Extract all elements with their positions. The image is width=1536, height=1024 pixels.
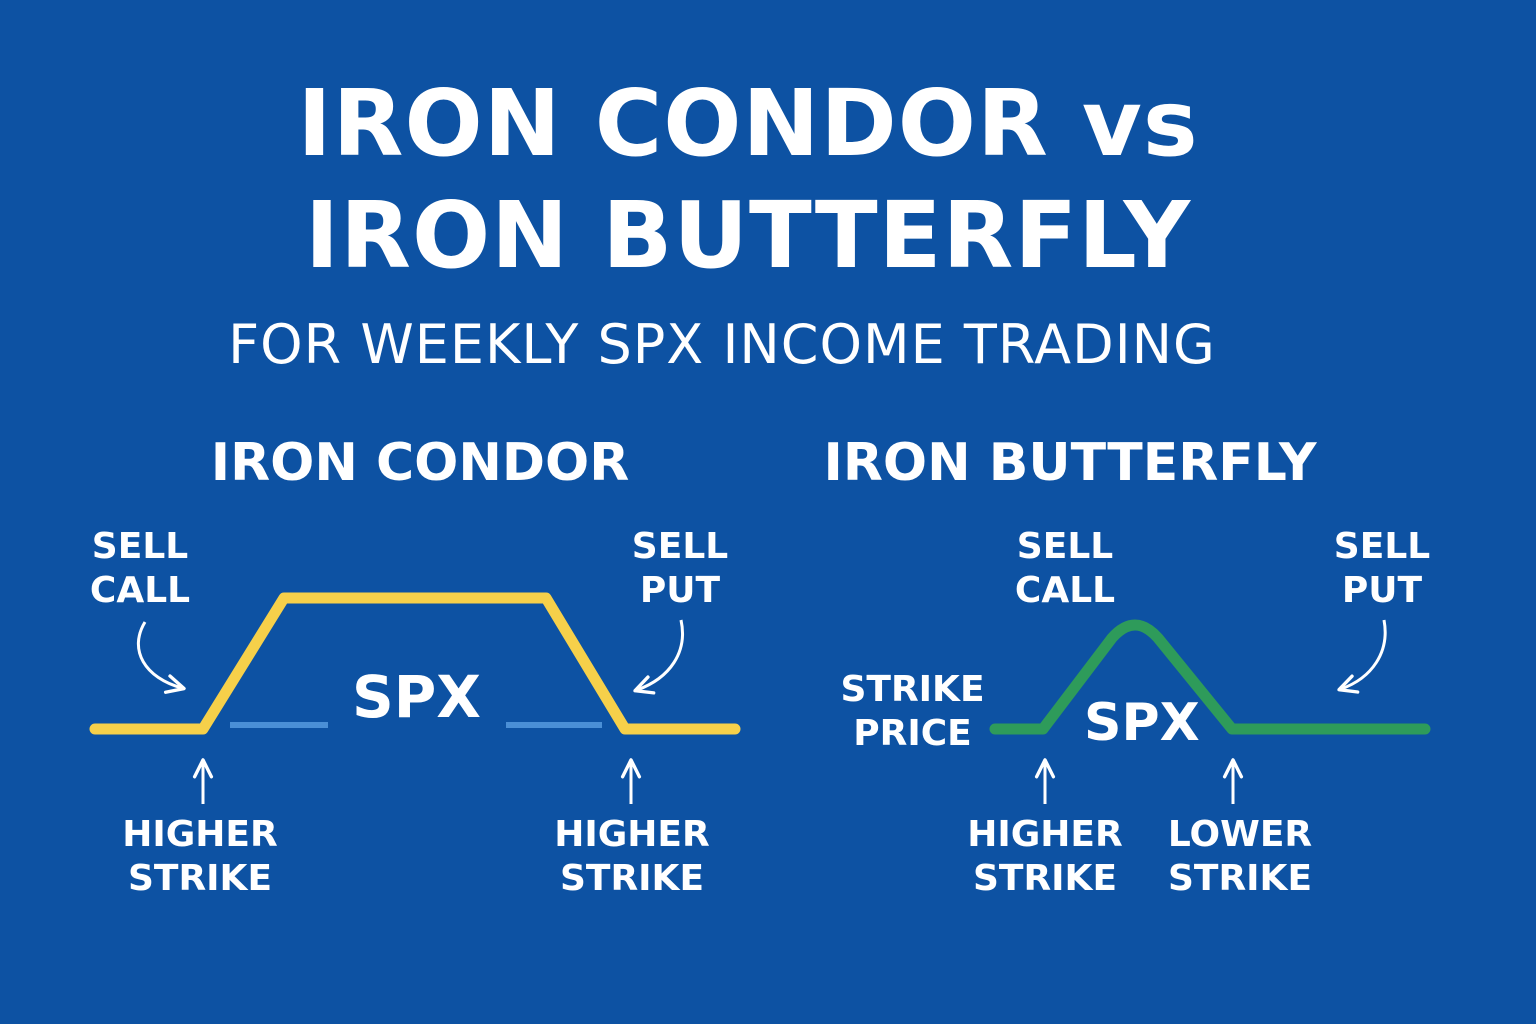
iron-condor-sell-call-arrow <box>136 621 186 694</box>
title-line-1: IRON CONDOR vs <box>297 70 1199 177</box>
subtitle: FOR WEEKLY SPX INCOME TRADING <box>228 313 1216 376</box>
iron-condor-spx-label: SPX <box>352 663 481 731</box>
iron-butterfly-sell-put-arrow <box>1337 619 1387 694</box>
iron-butterfly-title: IRON BUTTERFLY <box>823 433 1317 493</box>
iron-butterfly-sell-call-label: SELL CALL <box>1014 526 1116 611</box>
iron-condor-left-strike-label: HIGHER STRIKE <box>122 814 278 899</box>
iron-butterfly-right-strike-label: LOWER STRIKE <box>1167 814 1313 899</box>
iron-butterfly-sell-put-label: SELL PUT <box>1333 526 1431 611</box>
iron-condor-right-strike-label: HIGHER STRIKE <box>554 814 710 899</box>
iron-butterfly-spx-label: SPX <box>1084 693 1200 753</box>
iron-condor-title: IRON CONDOR <box>210 433 630 493</box>
iron-condor-payoff-line <box>89 592 741 735</box>
iron-butterfly-payoff-line <box>989 619 1431 735</box>
iron-butterfly-left-strike-label: HIGHER STRIKE <box>967 814 1123 899</box>
title-line-2: IRON BUTTERFLY <box>304 182 1192 289</box>
iron-condor-sell-put-arrow <box>633 619 684 695</box>
iron-condor-sell-call-label: SELL CALL <box>89 526 191 611</box>
iron-butterfly-strike-price-label: STRIKE PRICE <box>840 669 985 754</box>
iron-condor-sell-put-label: SELL PUT <box>631 526 729 611</box>
